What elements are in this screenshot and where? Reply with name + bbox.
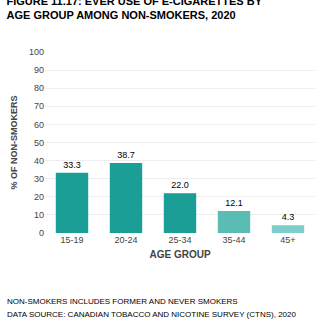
svg-text:30: 30	[34, 174, 44, 184]
svg-text:33.3: 33.3	[63, 160, 81, 170]
svg-text:25-34: 25-34	[168, 235, 191, 245]
svg-text:35-44: 35-44	[222, 235, 245, 245]
svg-text:NON-SMOKERS INCLUDES FORMER AN: NON-SMOKERS INCLUDES FORMER AND NEVER SM…	[7, 297, 238, 306]
svg-text:12.1: 12.1	[225, 198, 243, 208]
svg-text:70: 70	[34, 101, 44, 111]
svg-text:15-19: 15-19	[60, 235, 83, 245]
svg-text:DATA SOURCE: CANADIAN TOBACCO: DATA SOURCE: CANADIAN TOBACCO AND NICOTI…	[7, 310, 297, 319]
svg-text:% OF NON-SMOKERS: % OF NON-SMOKERS	[9, 95, 19, 189]
svg-text:80: 80	[34, 83, 44, 93]
svg-text:20: 20	[34, 192, 44, 202]
svg-text:4.3: 4.3	[282, 212, 295, 222]
svg-text:60: 60	[34, 120, 44, 130]
svg-text:40: 40	[34, 156, 44, 166]
svg-text:AGE GROUP: AGE GROUP	[149, 249, 210, 260]
svg-text:100: 100	[29, 47, 44, 57]
svg-text:10: 10	[34, 210, 44, 220]
svg-text:90: 90	[34, 65, 44, 75]
svg-text:45+: 45+	[280, 235, 295, 245]
svg-text:20-24: 20-24	[114, 235, 137, 245]
svg-text:50: 50	[34, 138, 44, 148]
svg-text:0: 0	[39, 228, 44, 238]
svg-text:FIGURE 11.17: EVER USE OF E-CI: FIGURE 11.17: EVER USE OF E-CIGARETTES B…	[7, 0, 263, 21]
svg-text:22.0: 22.0	[171, 180, 189, 190]
svg-text:38.7: 38.7	[117, 150, 135, 160]
